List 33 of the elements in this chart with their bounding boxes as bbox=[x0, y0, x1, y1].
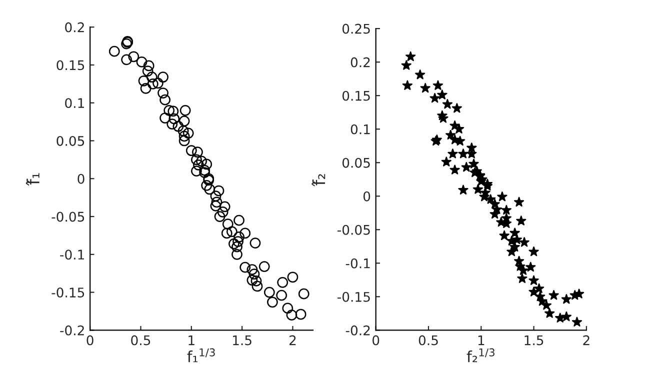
y-tick-label: 0 bbox=[78, 174, 84, 184]
y-axis-title: f̂₁ bbox=[26, 173, 40, 186]
y-tick-label: 0.2 bbox=[65, 22, 84, 32]
y-tick-label: 0.05 bbox=[342, 158, 370, 168]
y-tick-label: 0.1 bbox=[350, 124, 370, 134]
x-tick-label: 0.5 bbox=[418, 335, 438, 346]
y-tick-label: -0.15 bbox=[337, 292, 370, 302]
y-tick-label: -0.2 bbox=[60, 325, 84, 336]
x-tick-label: 1 bbox=[188, 335, 194, 346]
x-axis-title: f₁$^{1/3}$ bbox=[187, 348, 215, 362]
x-tick-label: 0.5 bbox=[131, 335, 150, 346]
y-tick-label: -0.2 bbox=[346, 325, 370, 336]
x-tick-label: 2 bbox=[583, 335, 590, 346]
x-axis-title: f₂$^{1/3}$ bbox=[466, 348, 494, 362]
y-tick-label: 0.15 bbox=[56, 60, 84, 70]
x-tick-label: 1.5 bbox=[524, 335, 544, 346]
y-tick-label: -0.05 bbox=[337, 224, 370, 235]
y-tick-label: 0 bbox=[363, 191, 370, 202]
y-tick-label: 0.1 bbox=[65, 98, 84, 108]
y-axis-title: f̂₂ bbox=[312, 174, 326, 187]
y-tick-label: 0.2 bbox=[350, 57, 370, 68]
y-tick-label: -0.1 bbox=[346, 258, 370, 268]
x-tick-label: 0 bbox=[86, 335, 94, 346]
y-tick-label: 0.15 bbox=[342, 90, 370, 101]
x-tick-label: 0 bbox=[372, 335, 380, 346]
y-tick-label: -0.15 bbox=[52, 288, 84, 298]
x-tick-label: 1.5 bbox=[233, 335, 252, 346]
x-tick-label: 2 bbox=[289, 335, 296, 346]
y-tick-label: 0.25 bbox=[342, 24, 370, 34]
x-tick-label: 1 bbox=[478, 335, 484, 346]
y-tick-label: -0.1 bbox=[60, 250, 84, 260]
y-tick-label: -0.05 bbox=[52, 212, 84, 222]
y-tick-label: 0.05 bbox=[56, 136, 84, 146]
